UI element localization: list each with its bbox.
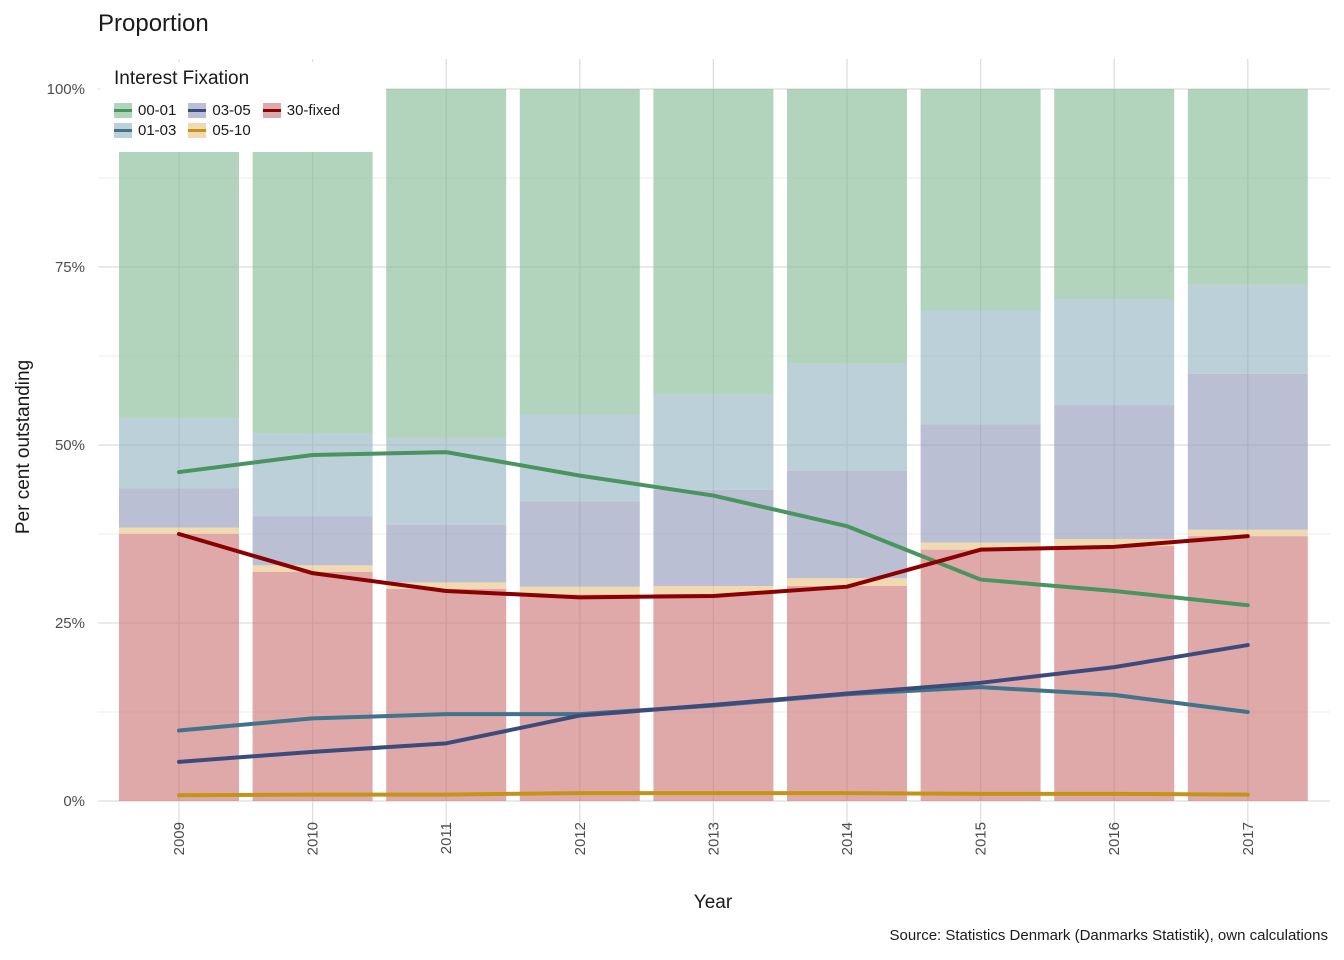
legend-label: 03-05 (212, 101, 251, 119)
bar-segment (386, 524, 507, 583)
x-tick-label: 2013 (705, 822, 722, 855)
y-tick-label: 50% (55, 437, 85, 454)
legend-item: 00-01 (114, 100, 176, 120)
bar-segment (252, 150, 373, 434)
series-line (177, 791, 1250, 798)
bar-segment (386, 582, 507, 589)
y-tick-label: 25% (55, 615, 85, 632)
bar-segment (386, 588, 507, 801)
x-tick-label: 2016 (1106, 822, 1123, 855)
bar-segment (787, 89, 907, 364)
bar-segment (1187, 373, 1308, 530)
legend-item: 05-10 (188, 120, 251, 140)
series-line (177, 450, 1250, 608)
bar-segment (653, 89, 774, 395)
legend-key (114, 102, 132, 118)
bar-segment (519, 414, 640, 502)
bar-segment (1054, 538, 1175, 547)
legend: Interest Fixation 00-01 01-03 03-05 05-10 30… (100, 62, 386, 152)
bar-segment (519, 501, 640, 587)
legend-label: 00-01 (138, 101, 177, 119)
bar-segment (1054, 405, 1175, 539)
bar-segment (519, 594, 640, 801)
bar-segment (1187, 536, 1308, 801)
x-tick-label: 2010 (305, 822, 322, 855)
x-tick-label: 2017 (1240, 822, 1257, 855)
series-line (177, 643, 1250, 764)
bar-segment (252, 565, 373, 572)
bar-segment (519, 586, 640, 595)
bar-segment (653, 585, 774, 594)
legend-label: 30-fixed (286, 101, 341, 119)
y-tick-label: 75% (55, 259, 85, 276)
legend-items: 00-01 01-03 03-05 05-10 30-fixed (114, 100, 340, 140)
bar-segment (386, 89, 507, 438)
bar-segment (519, 89, 640, 415)
bar-segment (119, 527, 239, 534)
legend-title: Interest Fixation (114, 68, 250, 89)
legend-item: 30-fixed (262, 100, 341, 120)
series-line (177, 532, 1250, 600)
bar-segment (252, 433, 373, 517)
bar-segment (1187, 529, 1308, 537)
legend-item: 03-05 (188, 100, 251, 120)
bar-segment (920, 542, 1041, 550)
x-tick-label: 2014 (839, 822, 856, 855)
legend-key (188, 122, 207, 138)
bar-segment (1187, 89, 1308, 285)
x-tick-label: 2009 (171, 822, 188, 855)
bar-segment (252, 571, 373, 801)
legend-label: 05-10 (212, 121, 251, 139)
bar-segment (1187, 284, 1308, 374)
bar-segment (653, 593, 774, 801)
bar-segment (119, 150, 239, 418)
chart-title: Proportion (98, 10, 209, 37)
legend-label: 01-03 (138, 121, 177, 139)
bar-segment (119, 534, 239, 801)
x-axis-label: Year (693, 892, 733, 913)
bar-segment (119, 488, 239, 528)
bar-segment (920, 424, 1041, 543)
source-caption: Source: Statistics Denmark (Danmarks Sta… (889, 927, 1328, 944)
y-tick-label: 0% (63, 793, 85, 810)
bar-segment (1054, 299, 1175, 406)
bar-segment (119, 417, 239, 489)
bar-segment (920, 310, 1041, 425)
legend-key (114, 122, 132, 138)
bar-segment (1054, 89, 1175, 300)
bar-segment (787, 363, 907, 471)
bar-segment (787, 578, 907, 586)
bar-segment (252, 516, 373, 566)
legend-item: 01-03 (114, 120, 176, 140)
x-tick-label: 2011 (438, 822, 455, 854)
y-tick-label: 100% (47, 81, 85, 98)
x-tick-label: 2015 (973, 822, 990, 855)
bar-segment (920, 549, 1041, 801)
x-tick-label: 2012 (572, 822, 589, 855)
y-axis-label: Per cent outstanding (13, 359, 34, 535)
bar-segment (653, 394, 774, 490)
legend-key (188, 102, 207, 118)
bar-segment (920, 89, 1041, 311)
legend-key (262, 102, 281, 118)
